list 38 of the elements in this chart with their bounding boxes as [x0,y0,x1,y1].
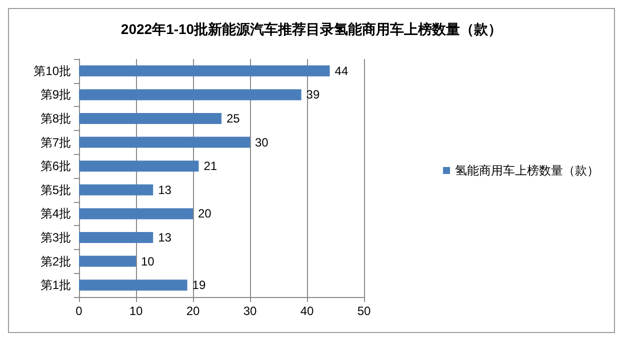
bar [79,136,250,148]
y-tick-label: 第9批 [40,88,71,102]
bar [79,208,193,220]
bar [79,256,136,267]
data-label: 25 [226,112,240,126]
chart-title: 2022年1-10批新能源汽车推荐目录氢能商用车上榜数量（款） [120,21,502,37]
bar [79,160,199,172]
bar [79,184,154,196]
data-label: 13 [158,230,172,244]
data-label: 44 [334,64,348,78]
y-tick-label: 第1批 [40,278,71,292]
x-tick-label: 30 [243,304,257,318]
x-tick-label: 10 [129,304,143,318]
y-tick-label: 第3批 [40,230,71,244]
y-tick-label: 第7批 [40,135,71,150]
data-label: 10 [141,254,155,268]
data-label: 39 [306,88,320,102]
data-label: 21 [204,159,218,174]
y-tick-label: 第5批 [40,182,71,197]
x-tick-label: 50 [357,304,371,318]
y-tick-label: 第6批 [40,159,71,174]
y-tick-label: 第4批 [40,206,71,221]
x-tick-label: 40 [300,304,314,318]
data-label: 19 [192,278,206,292]
y-tick-label: 第2批 [40,254,71,268]
bar [79,89,302,100]
data-label: 30 [255,135,269,150]
bar [79,280,188,291]
bar [79,65,330,76]
bar [79,232,154,243]
bar [79,113,222,124]
x-tick-label: 20 [186,304,200,318]
y-tick-label: 第10批 [34,64,71,78]
y-tick-label: 第8批 [40,112,71,126]
data-label: 20 [198,206,212,221]
x-tick-label: 0 [76,304,83,318]
legend-label: 氢能商用车上榜数量（款） [455,164,599,178]
data-label: 13 [158,182,172,197]
